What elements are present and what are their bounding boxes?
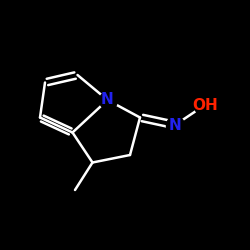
- Text: N: N: [101, 92, 114, 108]
- Text: OH: OH: [192, 98, 218, 112]
- Text: N: N: [168, 118, 181, 132]
